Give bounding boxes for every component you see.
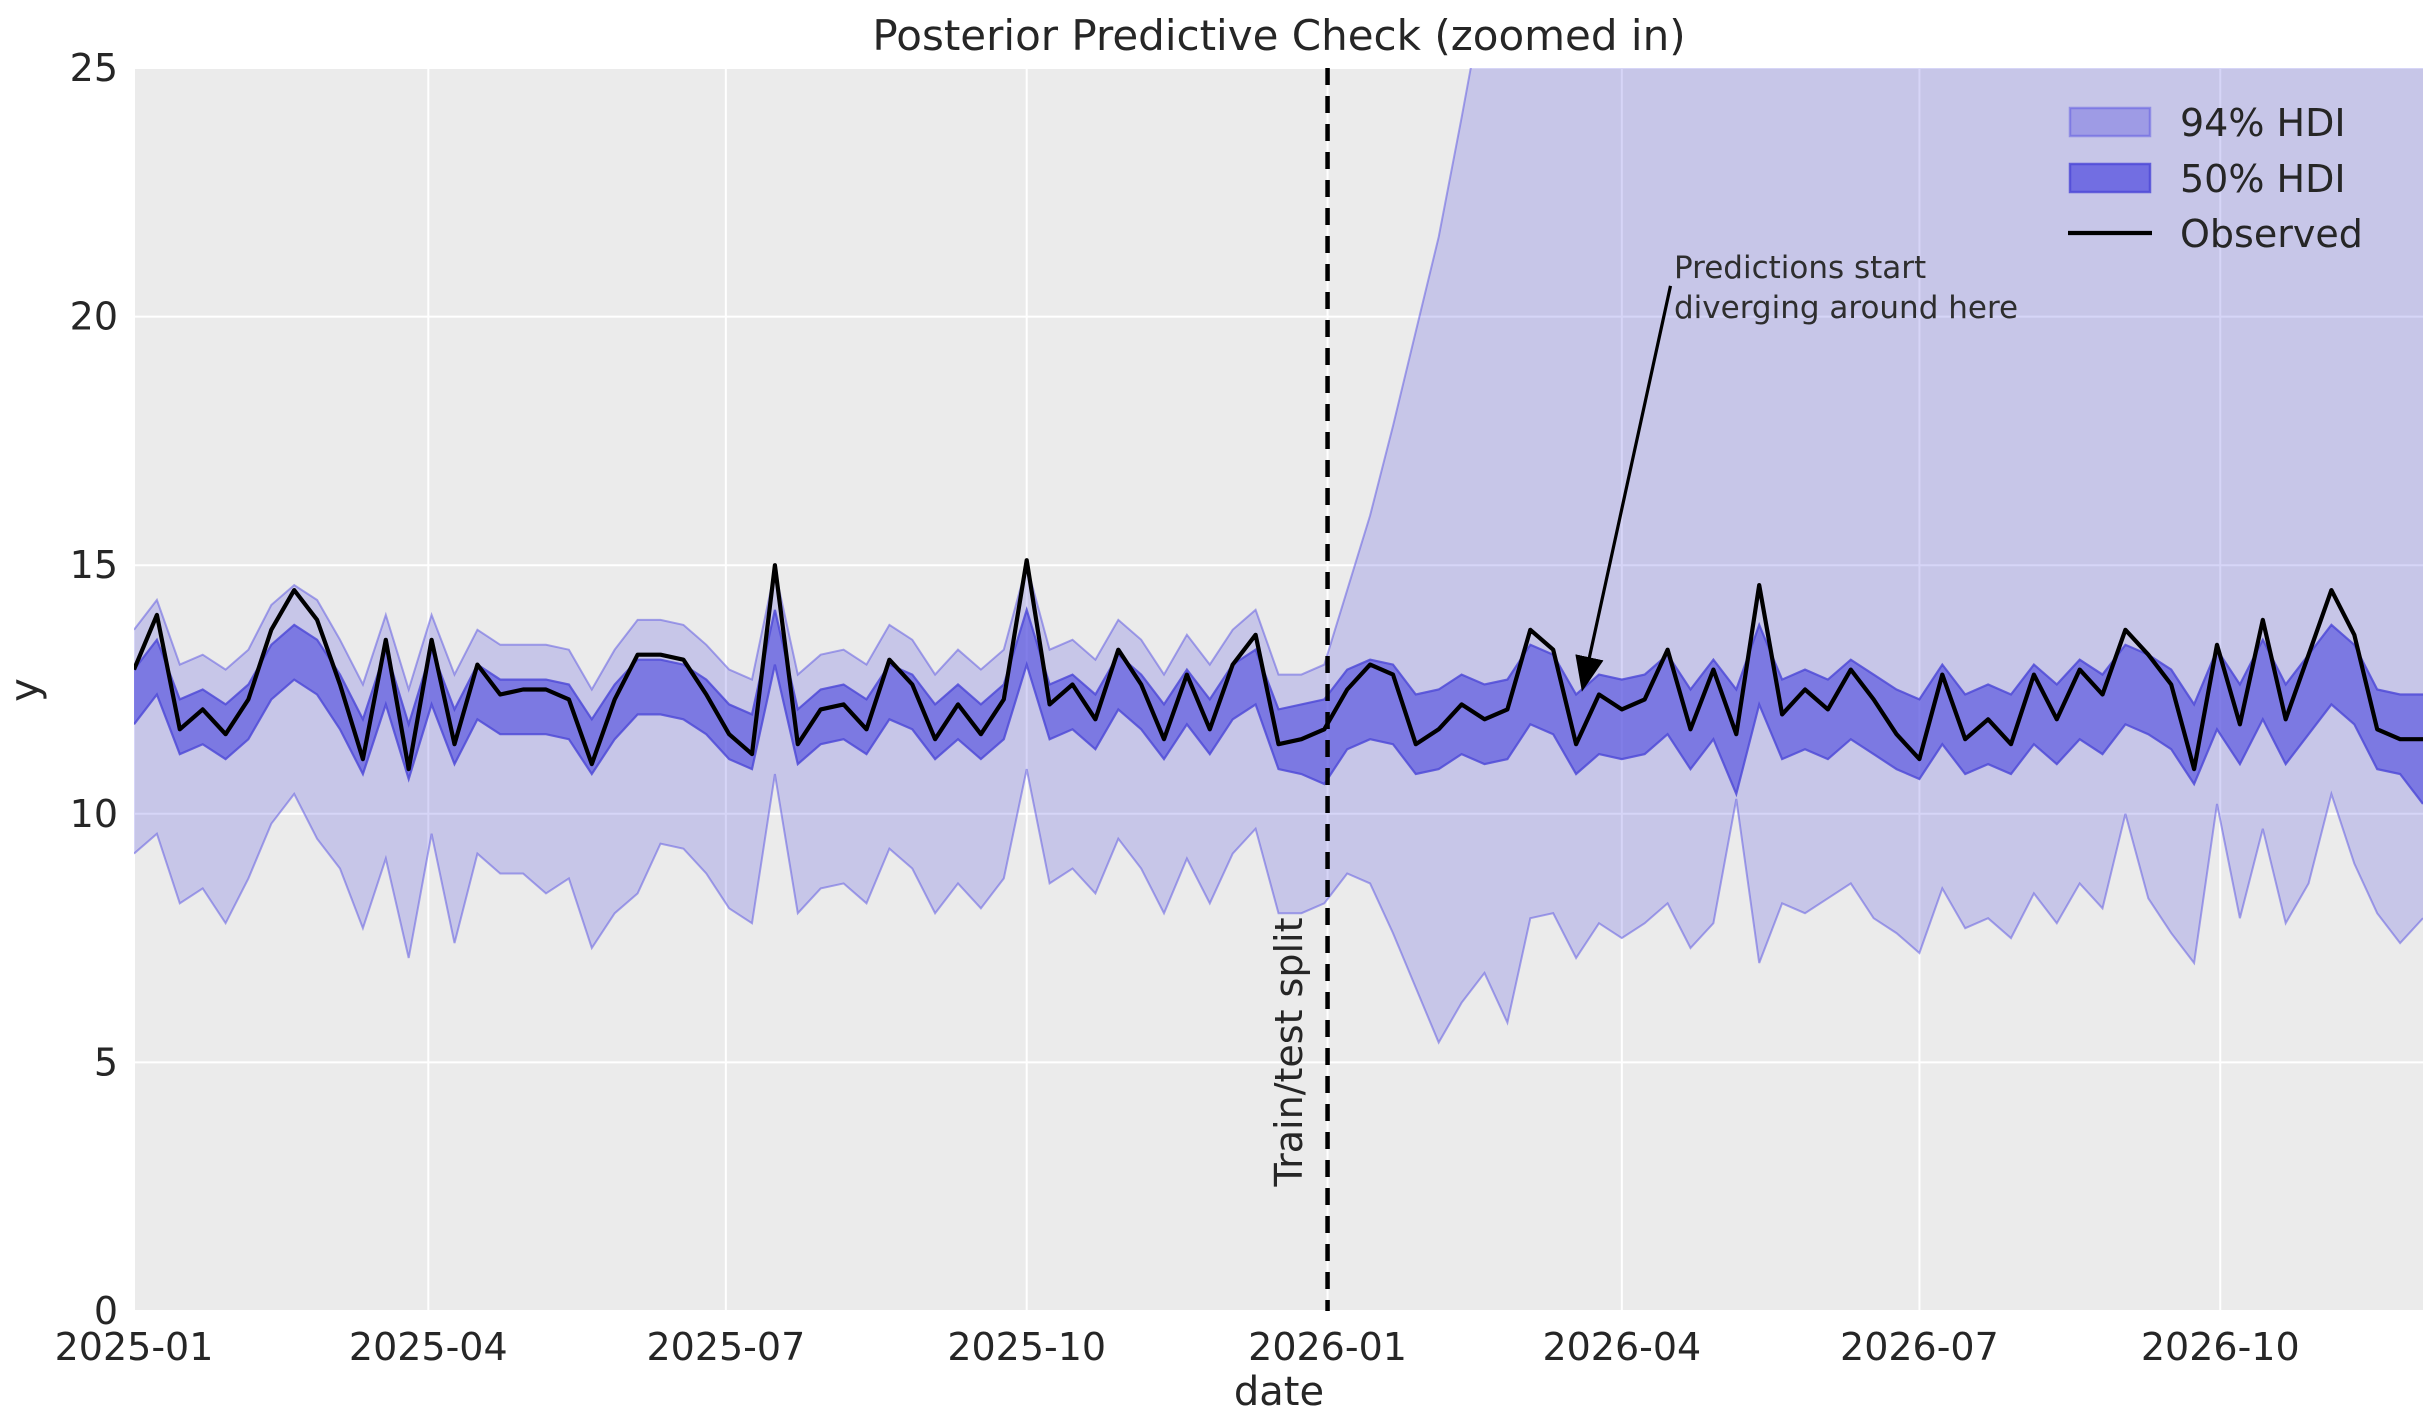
y-tick-label: 20 xyxy=(70,295,118,339)
x-axis-ticks: 2025-01 2025-04 2025-07 2025-10 2026-01 2026-… xyxy=(55,1325,2300,1369)
annotation-line2: diverging around here xyxy=(1674,290,2018,326)
y-axis-ticks: 0 5 10 15 20 25 xyxy=(70,46,118,1333)
grid-lines xyxy=(133,67,2423,1312)
band-94hdi-upper-edge xyxy=(134,68,1472,693)
x-tick-label: 2026-07 xyxy=(1840,1325,1999,1369)
x-tick-label: 2025-01 xyxy=(55,1325,214,1369)
y-tick-label: 25 xyxy=(70,46,118,90)
arrow-shaft xyxy=(1575,285,1673,692)
legend-observed-label: Observed xyxy=(2180,212,2363,256)
x-axis-label: date xyxy=(1234,1369,1324,1415)
hdi-bands xyxy=(134,68,2423,1045)
chart-title: Posterior Predictive Check (zoomed in) xyxy=(872,11,1685,60)
legend-94hdi-swatch xyxy=(2068,106,2152,138)
band-94hdi-lower-edge xyxy=(134,768,2423,1045)
band-94hdi xyxy=(134,68,2423,1043)
x-tick-label: 2026-10 xyxy=(2141,1325,2300,1369)
legend: 94% HDI 50% HDI Observed xyxy=(2068,101,2363,256)
annotation-arrow xyxy=(1575,285,1673,692)
x-tick-label: 2026-04 xyxy=(1542,1325,1701,1369)
x-tick-label: 2026-01 xyxy=(1248,1325,1407,1369)
y-tick-label: 15 xyxy=(70,543,118,587)
legend-50hdi-swatch xyxy=(2068,162,2152,194)
band-50hdi xyxy=(134,609,2423,804)
y-tick-label: 10 xyxy=(70,792,118,836)
observed-line xyxy=(134,558,2423,772)
y-tick-label: 0 xyxy=(94,1289,118,1333)
band-50hdi-upper-edge xyxy=(134,606,2423,729)
x-tick-label: 2025-07 xyxy=(646,1325,805,1369)
x-tick-label: 2025-04 xyxy=(349,1325,508,1369)
annotation-line1: Predictions start xyxy=(1674,250,1926,286)
band-50hdi-lower-edge xyxy=(134,660,2423,805)
legend-94hdi-label: 94% HDI xyxy=(2180,101,2346,145)
train-test-split-label: Train/test split xyxy=(1267,918,1311,1188)
legend-50hdi-label: 50% HDI xyxy=(2180,157,2346,201)
x-tick-label: 2025-10 xyxy=(947,1325,1106,1369)
y-tick-label: 5 xyxy=(94,1040,118,1084)
y-axis-label: y xyxy=(2,678,48,702)
